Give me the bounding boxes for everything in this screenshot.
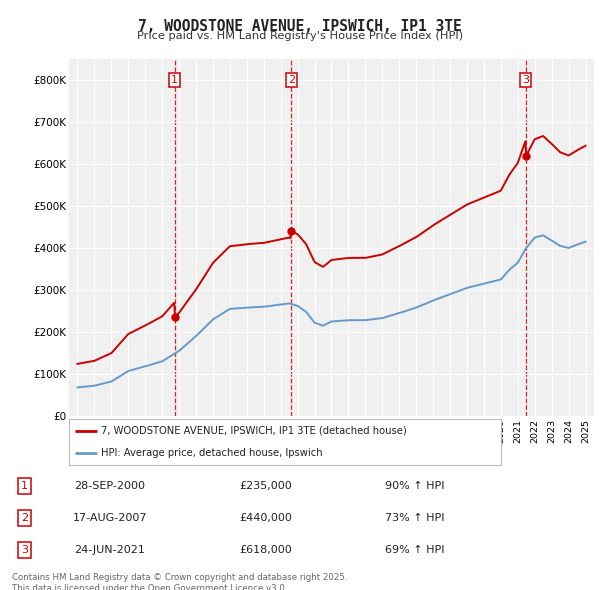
Text: 7, WOODSTONE AVENUE, IPSWICH, IP1 3TE: 7, WOODSTONE AVENUE, IPSWICH, IP1 3TE — [138, 19, 462, 34]
Text: 2: 2 — [287, 75, 295, 85]
Text: £440,000: £440,000 — [239, 513, 292, 523]
Text: 1: 1 — [21, 481, 28, 491]
Text: £618,000: £618,000 — [239, 545, 292, 555]
Text: 28-SEP-2000: 28-SEP-2000 — [74, 481, 145, 491]
Text: 3: 3 — [523, 75, 529, 85]
Text: 3: 3 — [21, 545, 28, 555]
Text: 2: 2 — [21, 513, 28, 523]
Text: Contains HM Land Registry data © Crown copyright and database right 2025.
This d: Contains HM Land Registry data © Crown c… — [12, 573, 347, 590]
Text: 24-JUN-2021: 24-JUN-2021 — [74, 545, 145, 555]
Text: 90% ↑ HPI: 90% ↑ HPI — [385, 481, 445, 491]
Text: 7, WOODSTONE AVENUE, IPSWICH, IP1 3TE (detached house): 7, WOODSTONE AVENUE, IPSWICH, IP1 3TE (d… — [101, 426, 407, 436]
Text: Price paid vs. HM Land Registry's House Price Index (HPI): Price paid vs. HM Land Registry's House … — [137, 31, 463, 41]
Text: HPI: Average price, detached house, Ipswich: HPI: Average price, detached house, Ipsw… — [101, 448, 323, 458]
Text: 1: 1 — [171, 75, 178, 85]
Text: 69% ↑ HPI: 69% ↑ HPI — [385, 545, 445, 555]
Text: £235,000: £235,000 — [239, 481, 292, 491]
Text: 17-AUG-2007: 17-AUG-2007 — [73, 513, 147, 523]
Text: 73% ↑ HPI: 73% ↑ HPI — [385, 513, 445, 523]
